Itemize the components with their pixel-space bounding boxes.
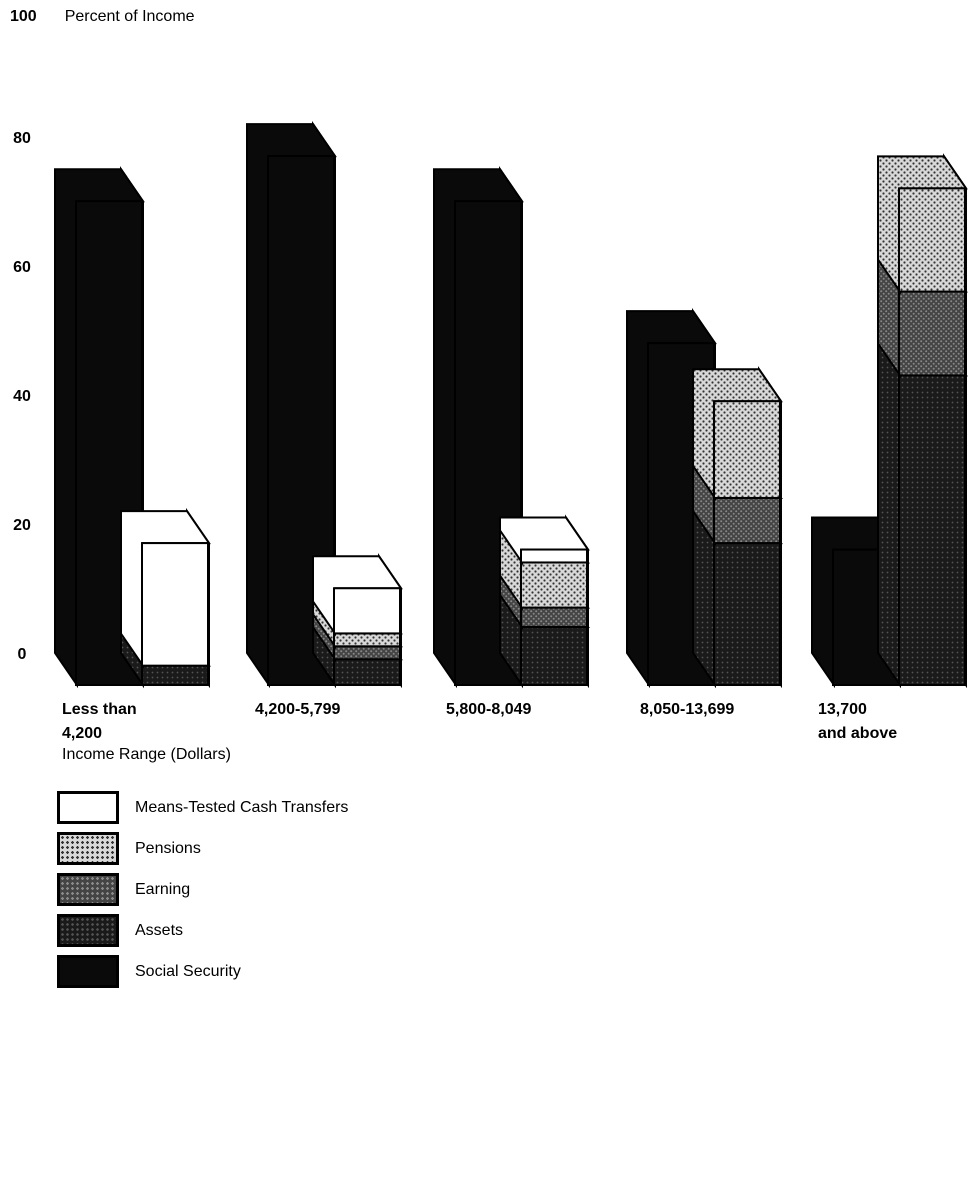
bar-social-security [246, 120, 337, 689]
y-axis-header: 100 Percent of Income [10, 8, 195, 26]
x-tick-label: 13,700 [818, 701, 867, 718]
legend-item-means-tested: Means-Tested Cash Transfers [57, 787, 348, 828]
legend-label-pensions: Pensions [135, 839, 201, 857]
legend-item-social-security: Social Security [57, 951, 348, 992]
legend-item-assets: Assets [57, 910, 348, 951]
bar-assets [692, 507, 783, 689]
legend-label-means-tested: Means-Tested Cash Transfers [135, 798, 349, 816]
y-tick-label: 80 [13, 130, 31, 147]
y-tick-label: 40 [13, 388, 31, 405]
legend-swatch-pensions [57, 832, 119, 865]
x-tick-label: 8,050-13,699 [640, 701, 734, 718]
y-tick-label: 0 [18, 646, 27, 663]
legend-label-earning: Earning [135, 880, 191, 898]
x-tick-label: and above [818, 725, 897, 742]
bar-pensions [692, 365, 783, 502]
legend-swatch-earning [57, 873, 119, 906]
legend: Means-Tested Cash Transfers Pensions Ear… [57, 787, 348, 992]
bar-assets [877, 340, 968, 689]
y-tick-max-label: 100 [10, 8, 37, 25]
legend-swatch-means-tested [57, 791, 119, 824]
x-tick-label: Less than [62, 701, 137, 718]
legend-item-pensions: Pensions [57, 828, 348, 869]
y-tick-label: 20 [13, 517, 31, 534]
bar-pensions [877, 153, 968, 295]
legend-swatch-assets [57, 914, 119, 947]
x-tick-label: 5,800-8,049 [446, 701, 532, 718]
legend-label-assets: Assets [135, 921, 184, 939]
x-axis-label: Income Range (Dollars) [62, 746, 231, 763]
legend-item-earning: Earning [57, 869, 348, 910]
x-tick-label: 4,200 [62, 725, 102, 742]
legend-label-social-security: Social Security [135, 962, 241, 980]
legend-swatch-social-security [57, 955, 119, 988]
chart-title: Percent of Income [64, 8, 195, 25]
y-tick-label: 60 [13, 259, 31, 276]
bar-means-tested-cash-transfers [120, 507, 211, 669]
x-tick-label: 4,200-5,799 [255, 701, 341, 718]
bar-means-tested-cash-transfers [499, 514, 590, 566]
bar-means-tested-cash-transfers [312, 553, 403, 637]
